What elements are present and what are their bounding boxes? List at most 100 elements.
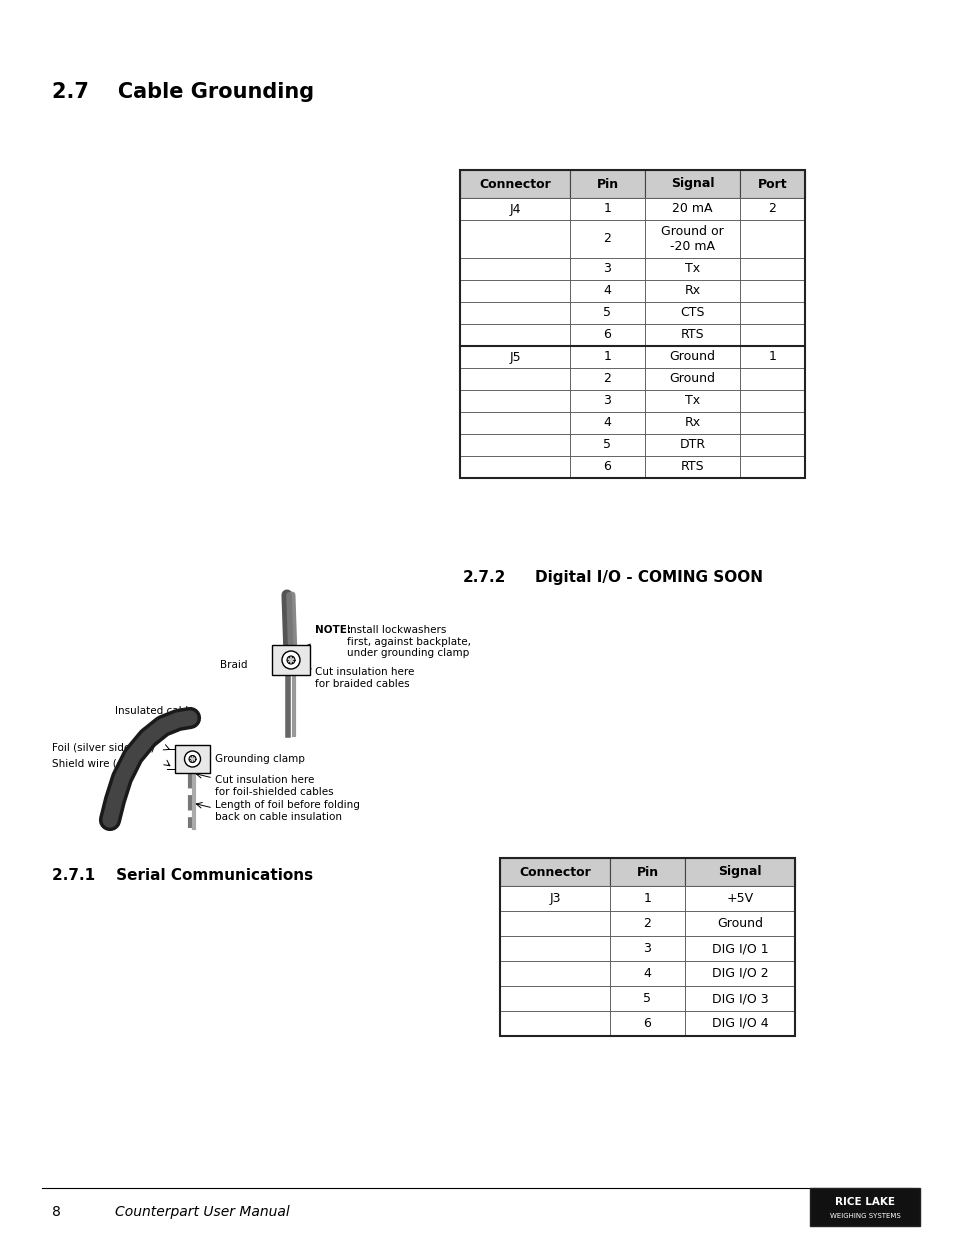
Bar	[644, 170, 740, 198]
Bar	[684, 911, 794, 936]
Bar	[569, 324, 644, 346]
Text: 8: 8	[52, 1205, 61, 1219]
Text: 4: 4	[603, 416, 611, 430]
Text: Signal: Signal	[670, 178, 714, 190]
Bar	[684, 961, 794, 986]
Text: Install lockwashers
first, against backplate,
under grounding clamp: Install lockwashers first, against backp…	[347, 625, 471, 658]
Bar	[644, 390, 740, 412]
Text: Foil (silver side out): Foil (silver side out)	[52, 743, 154, 753]
Text: RTS: RTS	[680, 329, 703, 342]
Text: 6: 6	[603, 329, 611, 342]
Bar	[609, 858, 684, 885]
Text: 3: 3	[603, 394, 611, 408]
Bar	[644, 456, 740, 478]
Text: Grounding clamp: Grounding clamp	[214, 755, 305, 764]
Bar	[272, 645, 310, 676]
Text: Counterpart User Manual: Counterpart User Manual	[115, 1205, 290, 1219]
Text: 2.7    Cable Grounding: 2.7 Cable Grounding	[52, 82, 314, 103]
Bar	[684, 858, 794, 885]
Text: 5: 5	[603, 306, 611, 320]
Text: 2: 2	[603, 232, 611, 246]
Bar	[644, 412, 740, 433]
Text: 2.7.1    Serial Communications: 2.7.1 Serial Communications	[52, 868, 313, 883]
Text: RICE LAKE: RICE LAKE	[834, 1197, 894, 1207]
Bar	[459, 368, 569, 390]
Bar	[740, 433, 804, 456]
Text: 2: 2	[643, 918, 651, 930]
Text: 20 mA: 20 mA	[672, 203, 712, 215]
Bar	[684, 986, 794, 1011]
Bar	[740, 456, 804, 478]
Text: Port: Port	[757, 178, 786, 190]
Text: 6: 6	[643, 1016, 651, 1030]
Bar	[740, 198, 804, 220]
Bar	[684, 885, 794, 911]
Bar	[609, 961, 684, 986]
Bar	[569, 170, 644, 198]
Bar	[740, 220, 804, 258]
Bar	[569, 346, 644, 368]
Text: J5: J5	[509, 351, 520, 363]
Text: 4: 4	[643, 967, 651, 981]
Text: Pin: Pin	[636, 866, 658, 878]
Bar	[740, 258, 804, 280]
Text: Ground: Ground	[669, 373, 715, 385]
Bar	[459, 280, 569, 303]
Bar	[174, 745, 210, 773]
Text: 5: 5	[603, 438, 611, 452]
Text: Shield wire (cut): Shield wire (cut)	[52, 758, 137, 768]
Bar	[740, 324, 804, 346]
Text: Cut insulation here
for foil-shielded cables: Cut insulation here for foil-shielded ca…	[214, 776, 334, 797]
Text: Signal: Signal	[718, 866, 760, 878]
Bar	[569, 368, 644, 390]
Bar	[459, 412, 569, 433]
Text: 4: 4	[603, 284, 611, 298]
Bar	[499, 961, 609, 986]
Bar	[569, 412, 644, 433]
Bar	[609, 1011, 684, 1036]
Text: Connector: Connector	[518, 866, 590, 878]
Text: Ground: Ground	[717, 918, 762, 930]
Bar	[499, 936, 609, 961]
Text: 1: 1	[643, 892, 651, 905]
Text: Rx: Rx	[683, 416, 700, 430]
Bar	[569, 390, 644, 412]
Bar	[569, 433, 644, 456]
Bar	[740, 170, 804, 198]
Bar	[499, 1011, 609, 1036]
Bar	[644, 433, 740, 456]
Bar	[644, 303, 740, 324]
Text: 1: 1	[603, 351, 611, 363]
Bar	[740, 368, 804, 390]
Text: Braid: Braid	[220, 659, 248, 671]
Bar	[459, 170, 804, 478]
Bar	[459, 456, 569, 478]
Bar	[740, 303, 804, 324]
Bar	[644, 280, 740, 303]
Bar	[459, 433, 569, 456]
Text: +5V: +5V	[725, 892, 753, 905]
Bar	[569, 303, 644, 324]
Text: Length of foil before folding
back on cable insulation: Length of foil before folding back on ca…	[214, 800, 359, 821]
Bar	[644, 368, 740, 390]
Bar	[459, 170, 569, 198]
Text: Connector: Connector	[478, 178, 550, 190]
Text: Cut insulation here
for braided cables: Cut insulation here for braided cables	[314, 667, 414, 689]
Text: WEIGHING SYSTEMS: WEIGHING SYSTEMS	[829, 1213, 900, 1219]
Text: DTR: DTR	[679, 438, 705, 452]
Bar	[684, 936, 794, 961]
Bar	[644, 258, 740, 280]
Bar	[740, 346, 804, 368]
Circle shape	[287, 656, 294, 664]
Bar	[499, 911, 609, 936]
Bar	[609, 911, 684, 936]
Text: DIG I/O 2: DIG I/O 2	[711, 967, 767, 981]
Bar	[569, 280, 644, 303]
Bar	[459, 198, 569, 220]
Text: DIG I/O 3: DIG I/O 3	[711, 992, 767, 1005]
Bar	[644, 198, 740, 220]
Circle shape	[184, 751, 200, 767]
Bar	[644, 324, 740, 346]
Bar	[569, 198, 644, 220]
Bar	[809, 1188, 919, 1226]
